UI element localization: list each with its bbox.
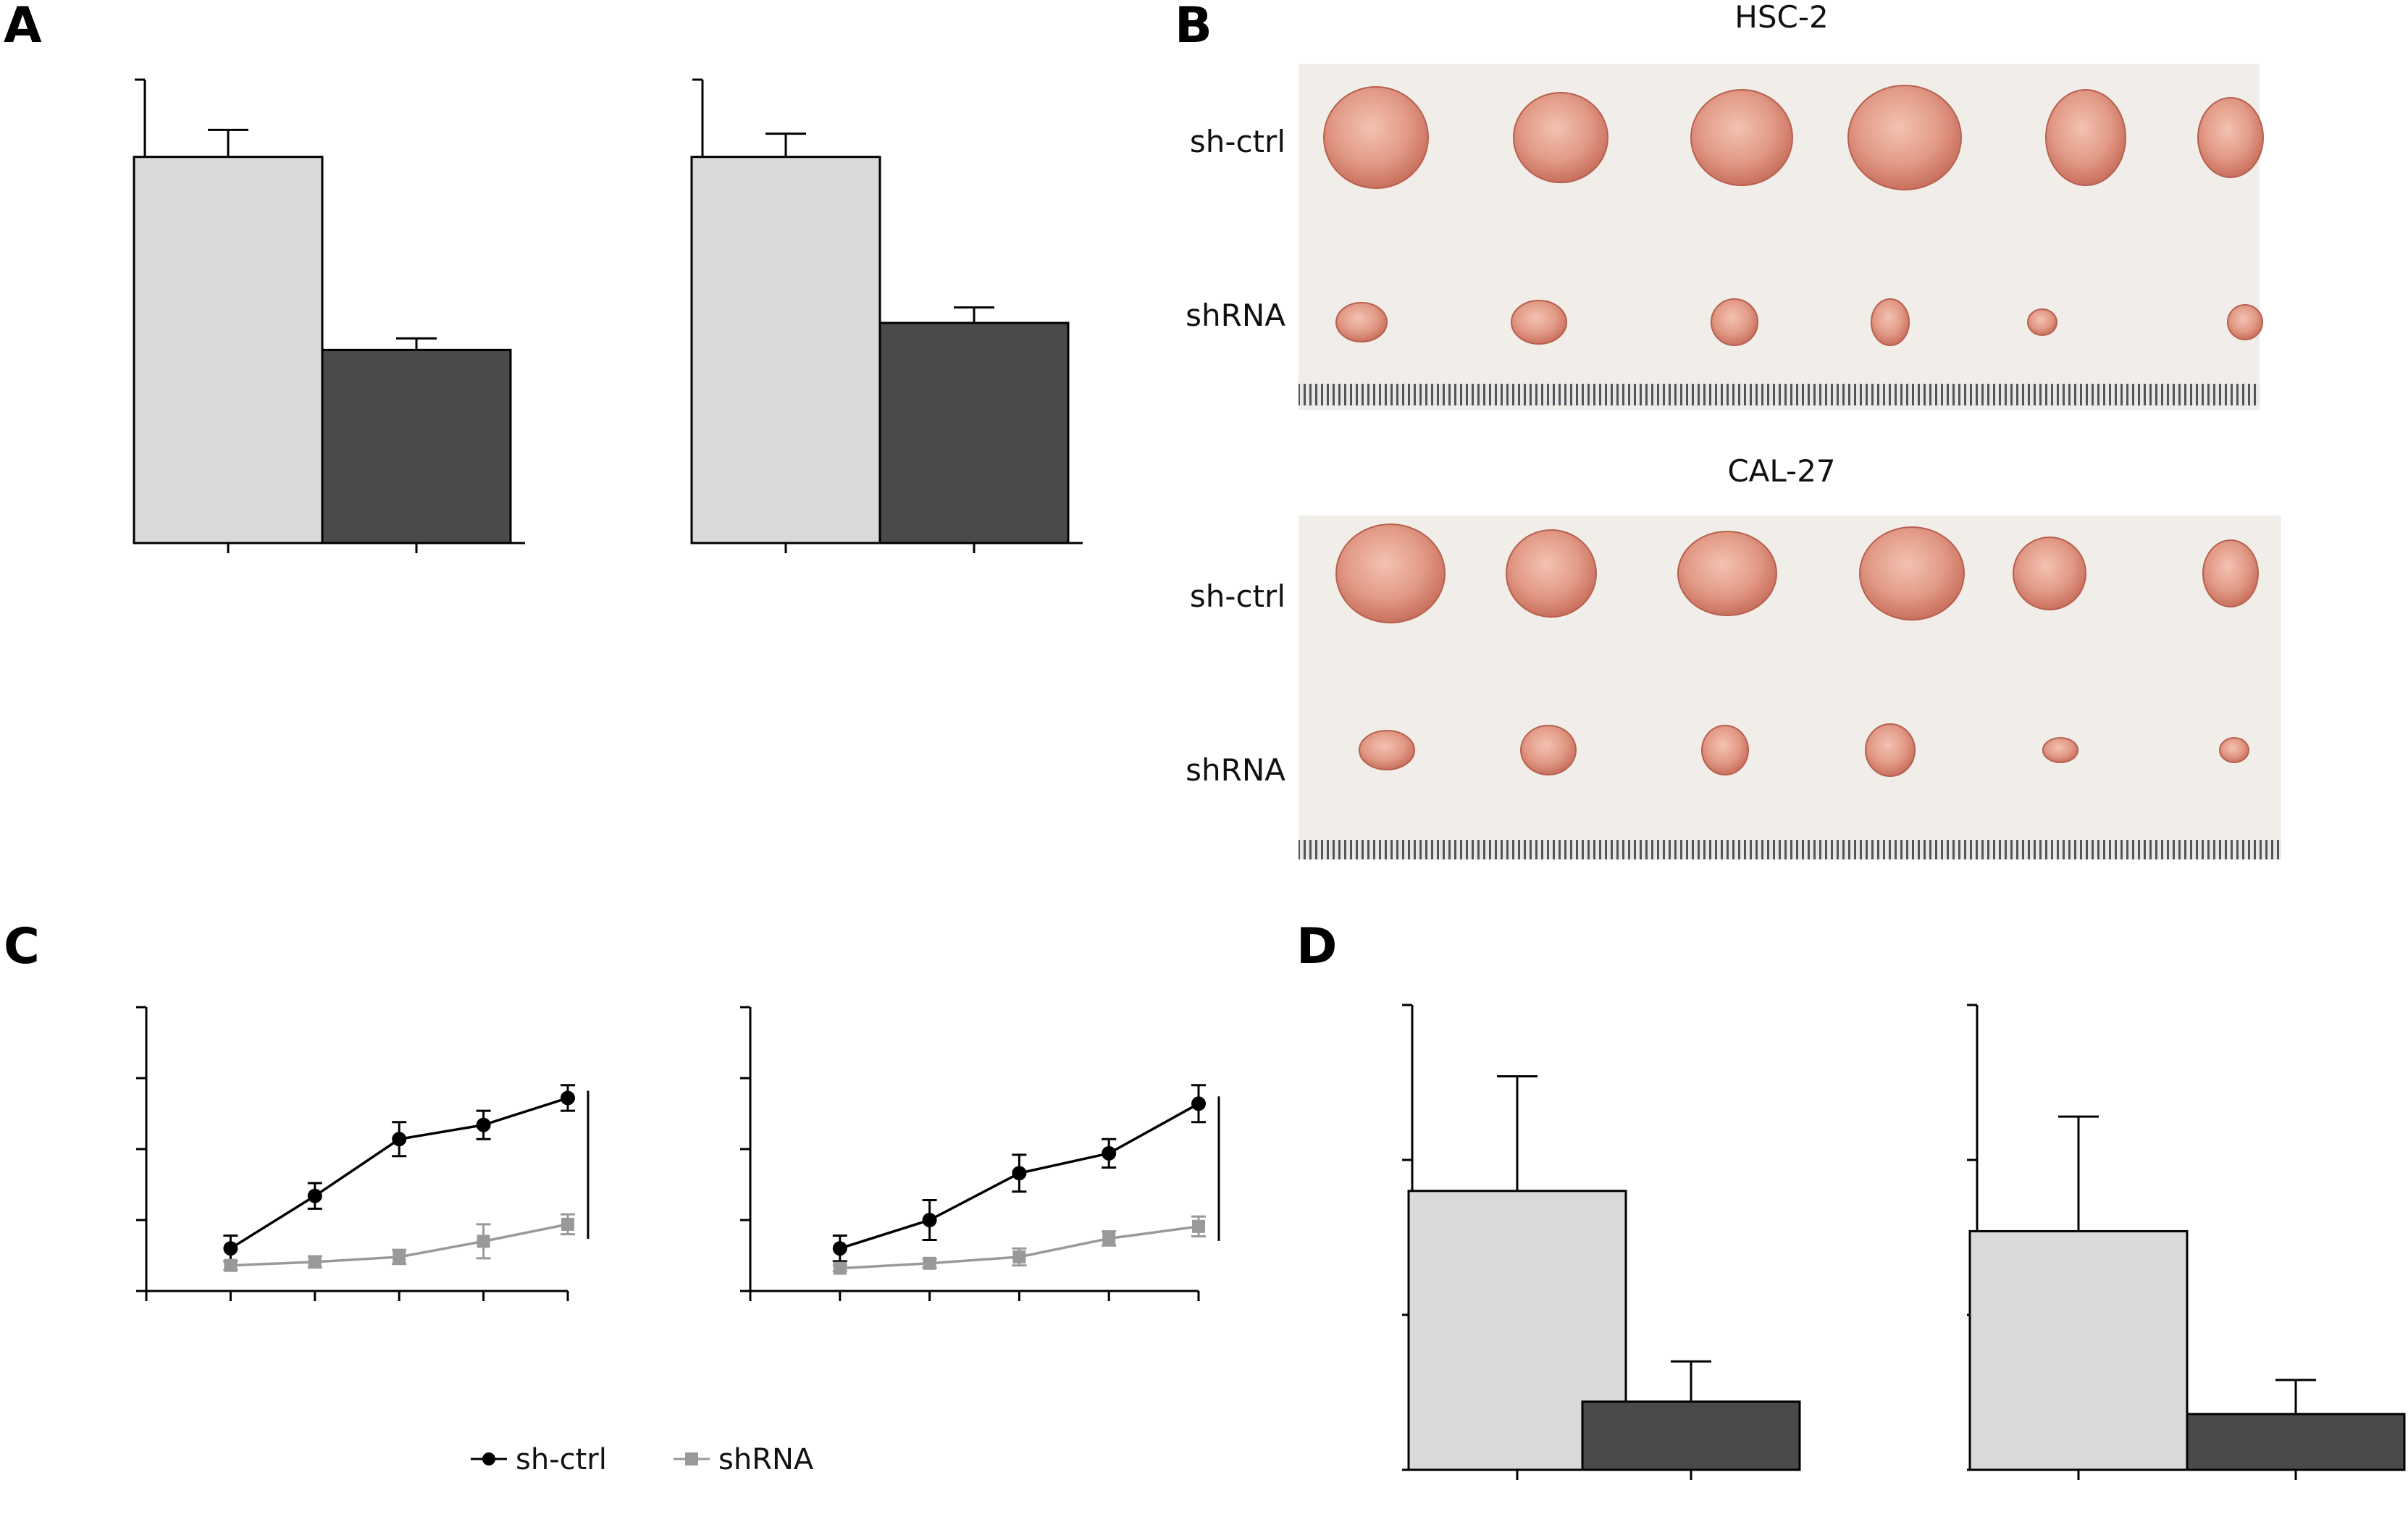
photo-hsc2-row-top-label: sh-ctrl [1190, 124, 1285, 159]
tumor [1506, 529, 1597, 618]
bar-shrna [321, 348, 512, 544]
bar-shrna [878, 321, 1070, 544]
tumor-photos: HSC-2 sh-ctrl shRNA CAL-27 sh-ctrl shRNA [1186, 0, 2281, 859]
bar-shrna [1581, 1400, 1801, 1471]
data-point-shrna [477, 1235, 490, 1248]
chart-d-hsc2 [1402, 1004, 1801, 1480]
photo-cal27-row-bottom-label: shRNA [1186, 752, 1285, 788]
chart-c-cal27 [740, 1006, 1220, 1301]
panel-letter-d: D [1296, 918, 1337, 975]
data-point-shrna [1012, 1250, 1026, 1263]
tumor [1335, 302, 1388, 342]
chart-a-hsc2 [133, 78, 525, 553]
series-line-sh-ctrl [230, 1096, 569, 1250]
data-point-shrna [923, 1256, 936, 1270]
tumor [1871, 298, 1910, 346]
panel-letter-c: C [4, 918, 40, 975]
tumor [2219, 737, 2249, 763]
data-point-shrna [224, 1258, 238, 1272]
data-point-sh-ctrl [392, 1132, 407, 1147]
data-point-shrna [561, 1217, 574, 1231]
data-point-sh-ctrl [1191, 1096, 1206, 1111]
data-point-sh-ctrl [476, 1117, 491, 1132]
photo-title-cal27: CAL-27 [1727, 453, 1835, 489]
tumor [1859, 526, 1965, 621]
tumor [2042, 737, 2078, 763]
data-point-shrna [1192, 1219, 1205, 1233]
tumor [1359, 730, 1415, 770]
chart-a-cal27 [690, 78, 1083, 553]
legend-marker-sh-ctrl [482, 1452, 495, 1465]
tumor [1513, 92, 1608, 183]
tumor [2013, 537, 2086, 610]
tumor [1323, 86, 1429, 189]
tumor [2027, 308, 2057, 336]
bar-sh-ctrl [690, 156, 881, 544]
panel-letter-b: B [1175, 0, 1212, 54]
photo-hsc2-row-bottom-label: shRNA [1186, 298, 1285, 333]
tumor [2202, 539, 2259, 607]
tumor [2227, 304, 2263, 340]
tumor [1677, 531, 1777, 616]
tumor [2197, 97, 2264, 178]
data-point-sh-ctrl [1012, 1166, 1027, 1181]
data-point-sh-ctrl [832, 1241, 847, 1256]
tumor [2045, 89, 2126, 186]
bar-sh-ctrl [1968, 1229, 2189, 1471]
legend-c: sh-ctrl shRNA [471, 1443, 814, 1476]
photo-title-hsc2: HSC-2 [1734, 0, 1828, 35]
legend-label-sh-ctrl: sh-ctrl [516, 1443, 607, 1476]
legend-label-shrna: shRNA [718, 1443, 814, 1476]
tumor [1511, 300, 1567, 345]
legend-marker-shrna [685, 1452, 698, 1465]
tumor [1847, 85, 1962, 190]
data-point-shrna [1102, 1232, 1116, 1245]
photo-cal27-row-top-label: sh-ctrl [1190, 579, 1285, 614]
photo-cal27 [1299, 516, 2281, 859]
panel-letter-a: A [4, 0, 42, 54]
data-point-sh-ctrl [1102, 1145, 1117, 1161]
data-point-shrna [308, 1255, 322, 1269]
data-point-sh-ctrl [223, 1241, 238, 1256]
data-point-sh-ctrl [307, 1188, 322, 1203]
data-point-sh-ctrl [561, 1090, 575, 1106]
tumor [1690, 89, 1793, 186]
tumor [1335, 523, 1446, 623]
data-point-shrna [393, 1250, 406, 1263]
chart-c-hsc2 [136, 1006, 590, 1301]
chart-d-cal27 [1967, 1004, 2406, 1480]
tumor [1865, 723, 1916, 777]
data-point-shrna [833, 1261, 847, 1275]
bar-shrna [2186, 1413, 2406, 1471]
tumor [1711, 298, 1758, 346]
tumor [1701, 725, 1749, 775]
tumors-cal27 [1335, 523, 2259, 777]
data-point-sh-ctrl [922, 1213, 937, 1227]
bar-sh-ctrl [133, 156, 324, 544]
ruler-cal27 [1299, 840, 2281, 859]
ruler-hsc2 [1299, 384, 2260, 405]
tumors-hsc2 [1323, 85, 2264, 346]
tumor [1520, 725, 1577, 775]
